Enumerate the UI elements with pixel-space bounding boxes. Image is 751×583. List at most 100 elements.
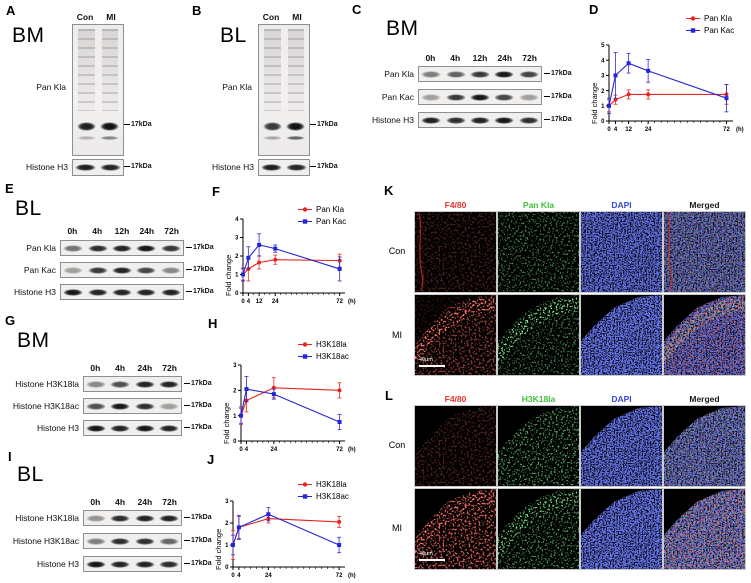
if-image-k-con-f480: [414, 211, 497, 293]
blot-band: [100, 121, 119, 131]
panel-k-scale-bar: [419, 365, 445, 367]
column-header-merged: Merged: [689, 200, 720, 210]
panel-i-tissue-label: BL: [17, 463, 44, 486]
panel-g-timepoints: 0h 4h 24h 72h: [83, 363, 182, 373]
svg-text:4: 4: [235, 217, 239, 223]
blot-band: [494, 116, 515, 124]
legend-label: Pan Kac: [316, 217, 347, 226]
panel-k-row-label-con: Con: [388, 246, 406, 256]
panel-a-marker-17kda: 17kDa: [124, 121, 152, 128]
blot-lane: [108, 557, 132, 571]
panel-e-label: E: [5, 181, 14, 196]
blot-lane: [419, 113, 443, 127]
blot-lane: [133, 377, 157, 391]
blot-band: [75, 164, 96, 171]
blot-band: [110, 514, 131, 522]
blot-lane: [84, 421, 108, 435]
timepoint: 72h: [162, 497, 177, 507]
blot-lane: [492, 67, 516, 81]
blot-lane: [492, 113, 516, 127]
blot-band: [494, 70, 515, 78]
svg-text:(h): (h): [348, 299, 356, 305]
legend-label: H3K18la: [316, 340, 347, 349]
blot-lane: [443, 113, 467, 127]
blot-lane: [85, 263, 109, 277]
svg-text:3: 3: [235, 236, 239, 242]
panel-l-row-label-mi: MI: [392, 523, 402, 533]
svg-text:0: 0: [241, 299, 245, 305]
panel-i-marker-17kda: 17kDa: [184, 514, 212, 521]
blot-lane: [98, 134, 121, 141]
panel-a-loading-label: Histone H3: [25, 162, 68, 172]
blot-smear: [78, 29, 118, 111]
blot-lane: [84, 377, 108, 391]
blot-band: [136, 244, 157, 252]
panel-c-marker-17kda: 17kDa: [544, 93, 572, 100]
panel-c-row-label: Histone H3: [371, 115, 414, 125]
panel-b-blot-h3: [258, 159, 310, 176]
lane-label-con: Con: [262, 12, 280, 22]
blot-lane: [159, 263, 183, 277]
if-image-k-con-dapi: [580, 211, 663, 293]
if-image-k-mi-f480: [414, 294, 497, 376]
svg-text:2: 2: [225, 521, 229, 527]
blot-band: [77, 135, 96, 140]
panel-k-label: K: [384, 183, 394, 198]
blot-band: [134, 402, 155, 410]
blot-band: [86, 424, 107, 432]
timepoint: 0h: [90, 363, 101, 373]
square-marker-icon: [298, 219, 312, 224]
timepoint: 12h: [472, 53, 488, 63]
legend-label: Pan Kla: [316, 205, 345, 214]
blot-lane: [284, 134, 307, 141]
circle-marker-icon: [298, 482, 312, 487]
timepoint: 12h: [114, 226, 130, 236]
blot-band: [286, 135, 305, 140]
blot-lane: [517, 67, 541, 81]
blot-lane: [84, 534, 108, 548]
blot-lane: [157, 421, 181, 435]
svg-text:72: 72: [336, 447, 343, 453]
panel-c-row-label: Pan Kac: [381, 92, 414, 102]
panel-i-row-label: Histone H3K18ac: [12, 536, 79, 546]
blot-band: [86, 402, 107, 410]
blot-band: [158, 537, 179, 545]
legend-label: Pan Kla: [704, 14, 733, 23]
blot-lane: [73, 160, 98, 175]
panel-c-timepoints: 0h 4h 12h 24h 72h: [418, 53, 542, 63]
panel-b-marker-17kda-h3: 17kDa: [310, 163, 338, 170]
svg-text:4: 4: [614, 127, 618, 133]
if-image-k-con-pan-kla: [497, 211, 580, 293]
blot-lane: [157, 557, 181, 571]
panel-l-scale-bar-label: 40μm: [419, 551, 433, 557]
svg-text:5: 5: [601, 43, 605, 49]
panel-h-chart: Fold change 0 1 2 3 0 4 24 72 (h): [222, 360, 358, 456]
panel-i-blot-row: [83, 510, 182, 526]
legend-item: H3K18la: [298, 480, 349, 489]
blot-lane: [468, 67, 492, 81]
blot-band: [136, 266, 157, 274]
column-header-pan-kla: Pan Kla: [522, 200, 555, 210]
blot-lane: [157, 534, 181, 548]
if-image-l-mi-merged: [663, 488, 746, 570]
panel-a-probe-label: Pan Kla: [36, 82, 66, 92]
blot-lane: [108, 511, 132, 525]
svg-text:(h): (h): [348, 573, 356, 579]
svg-text:2: 2: [601, 89, 605, 95]
if-image-k-mi-merged: [663, 294, 746, 376]
blot-band: [110, 402, 131, 410]
svg-text:0: 0: [225, 565, 229, 571]
panel-b-blot-pan-kla: [258, 24, 310, 156]
panel-g-label: G: [5, 313, 16, 328]
panel-g-tissue-label: BM: [17, 329, 50, 352]
panel-h-legend: H3K18la H3K18ac: [298, 340, 349, 361]
blot-band: [470, 116, 491, 124]
svg-text:24: 24: [272, 299, 279, 305]
panel-l-image-grid: [414, 405, 746, 570]
svg-text:1: 1: [233, 414, 237, 420]
legend-item: Pan Kla: [686, 14, 734, 23]
blot-lane: [75, 120, 98, 132]
if-image-l-mi-f480: [414, 488, 497, 570]
